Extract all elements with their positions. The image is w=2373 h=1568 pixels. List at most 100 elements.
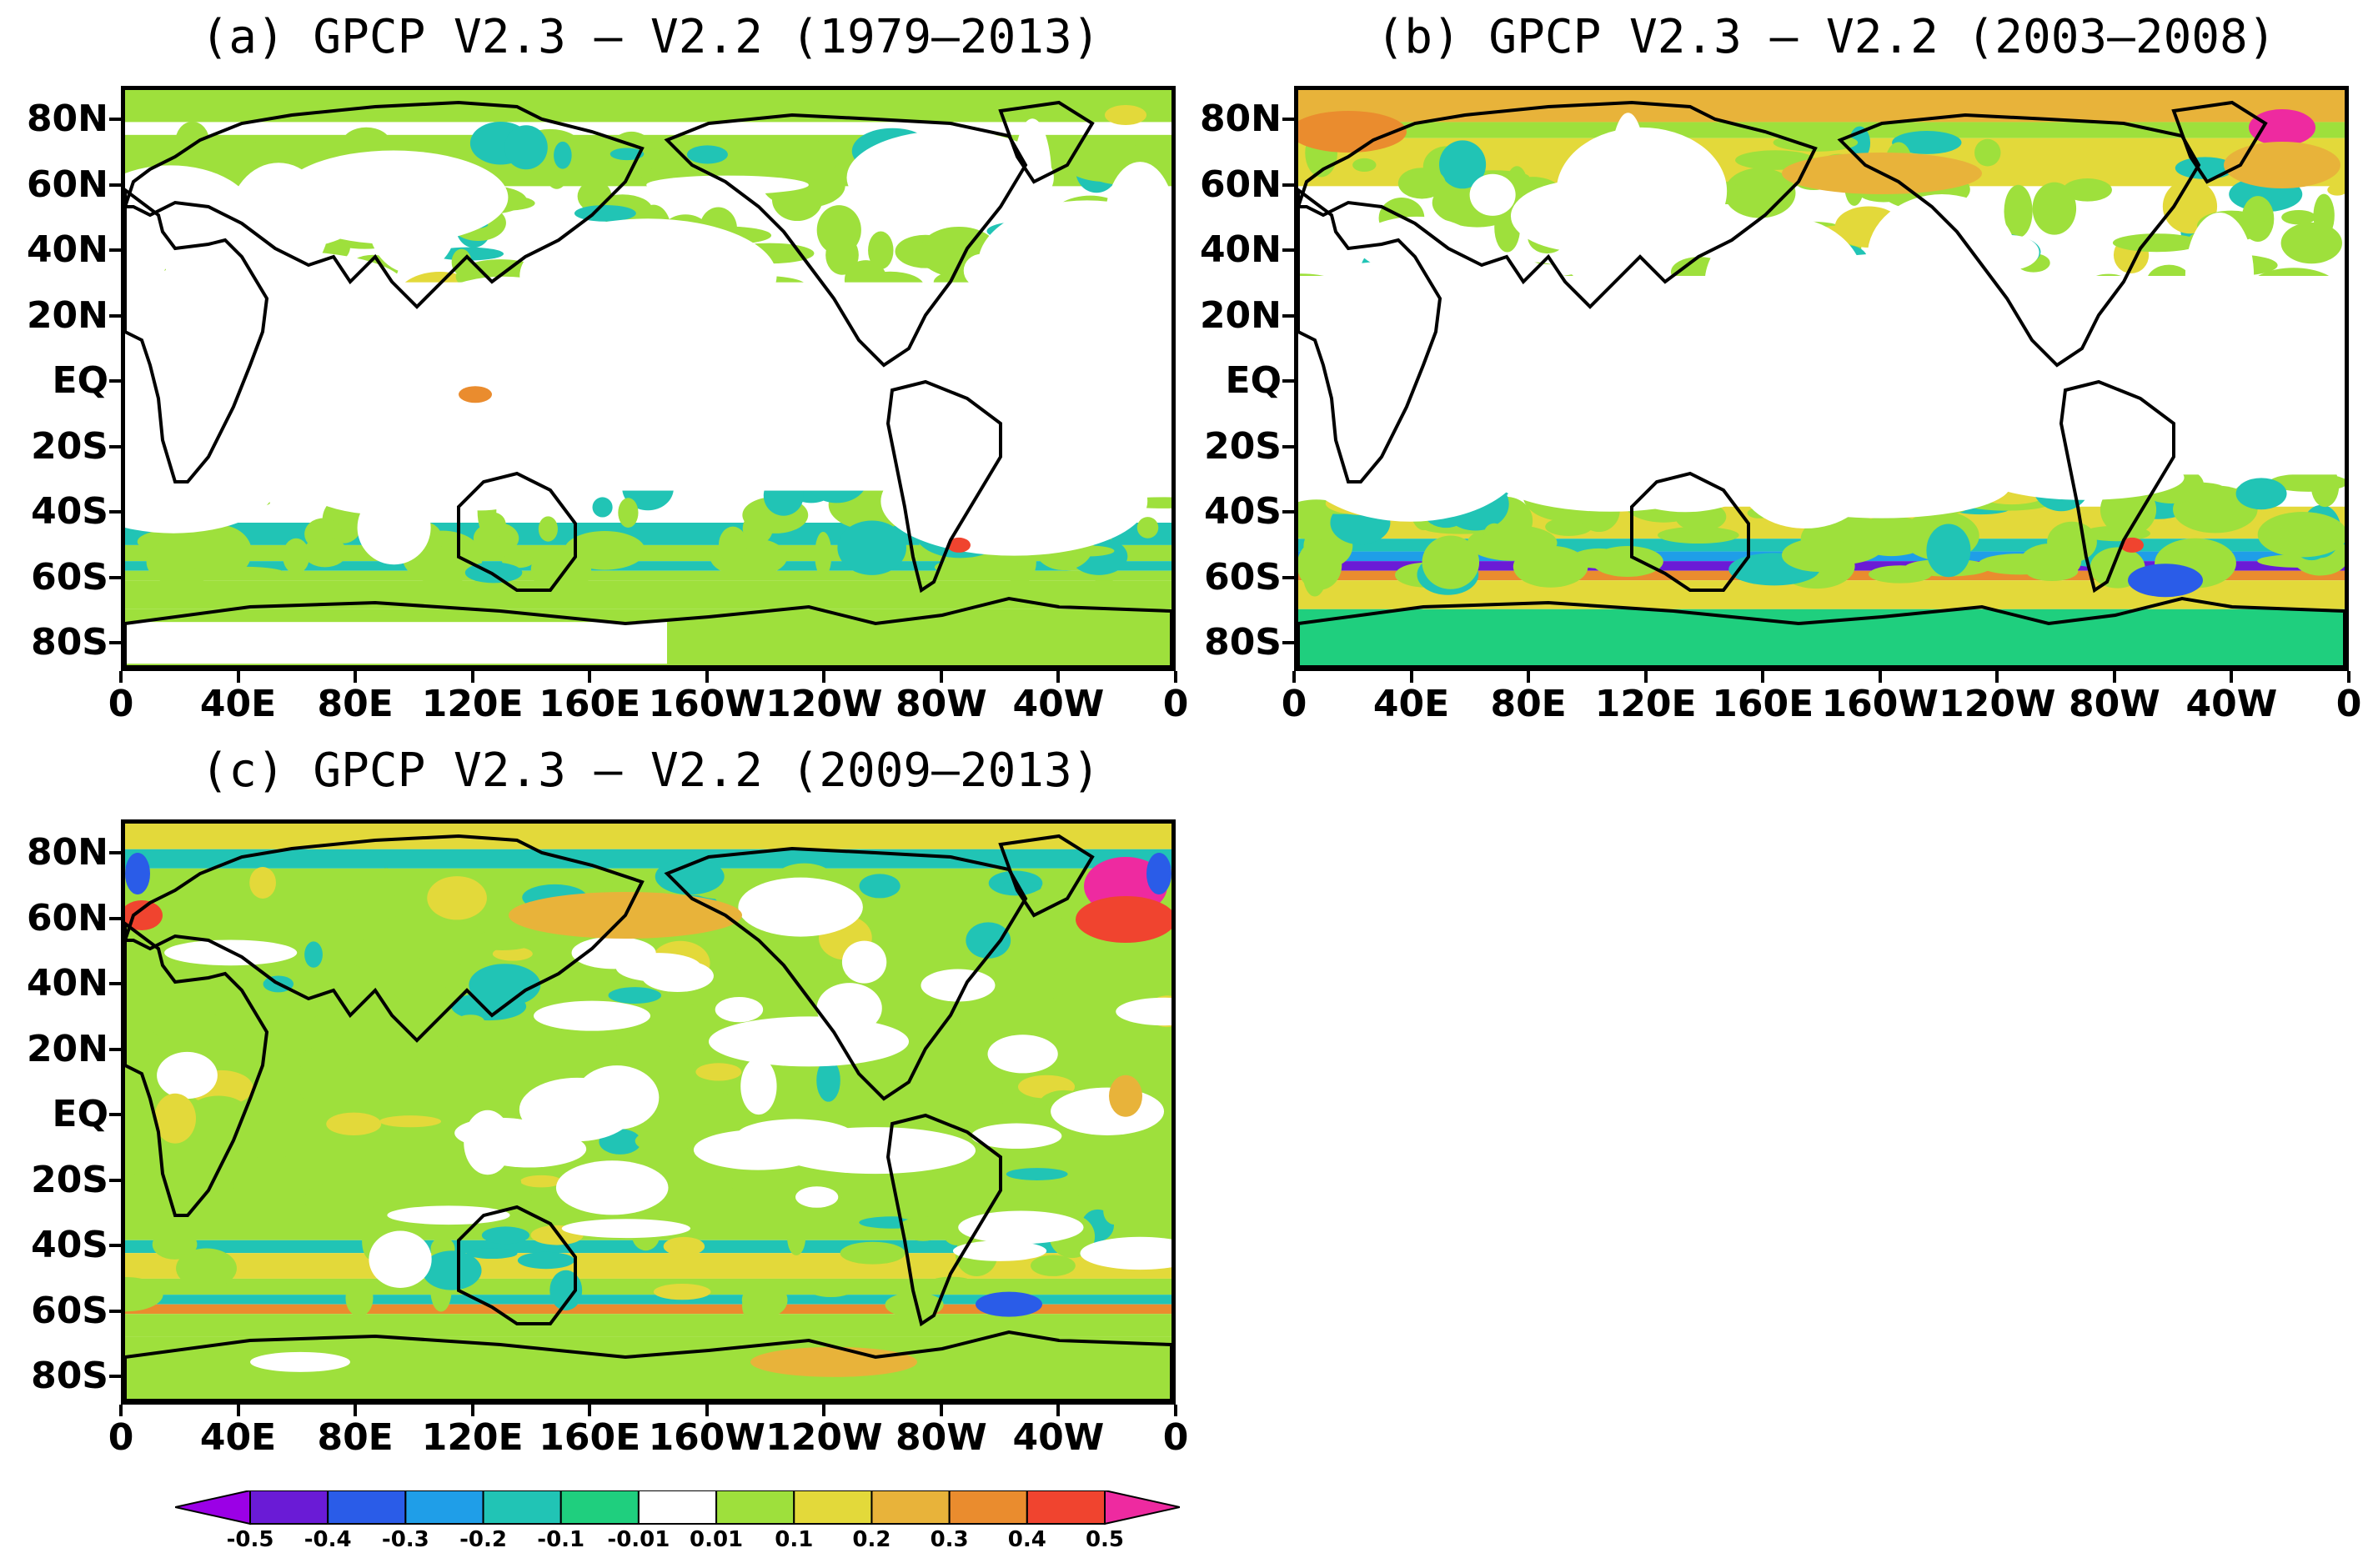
lon-label: 0 [2335, 683, 2362, 725]
anomaly-patch [713, 986, 753, 999]
colorbar-label: 0.5 [1085, 1527, 1125, 1552]
lat-tick [109, 248, 121, 252]
anomaly-patch [888, 1190, 939, 1220]
lat-tick [109, 641, 121, 644]
anomaly-patch [287, 1029, 334, 1043]
lat-tick [1282, 248, 1294, 252]
lat-band [125, 90, 1171, 123]
lat-label: 20S [31, 424, 108, 468]
colorbar-swatch [637, 1490, 718, 1525]
near-zero-area [1051, 1087, 1165, 1135]
colorbar-swatch [482, 1490, 562, 1525]
lon-label: 0 [1281, 683, 1307, 725]
lat-tick [1282, 379, 1294, 383]
anomaly-feature [947, 537, 971, 553]
anomaly-patch [422, 1250, 482, 1290]
lon-label: 120E [421, 683, 524, 725]
coastline [125, 188, 269, 483]
lon-tick [1878, 671, 1882, 683]
lat-band [125, 824, 1171, 849]
precip-diff-field-b [1298, 90, 2345, 667]
anomaly-patch [663, 1236, 705, 1256]
anomaly-patch [2112, 233, 2201, 253]
lon-label: 40E [199, 683, 277, 725]
lat-tick [109, 1047, 121, 1051]
anomaly-patch [175, 121, 210, 163]
anomaly-patch [554, 141, 572, 169]
lon-label: 160E [1712, 683, 1814, 725]
lat-label: 80S [1204, 621, 1282, 664]
lon-tick [236, 1405, 240, 1416]
lat-tick [109, 916, 121, 920]
near-zero-area [561, 1219, 691, 1239]
anomaly-patch [2235, 478, 2287, 510]
lat-tick [1282, 444, 1294, 448]
anomaly-feature [459, 386, 492, 403]
anomaly-patch [456, 1162, 522, 1206]
lat-tick [1282, 641, 1294, 644]
colorbar-label: -0.3 [381, 1527, 429, 1552]
lat-band [1298, 122, 2345, 138]
lat-tick [1282, 575, 1294, 579]
lat-tick [1282, 510, 1294, 513]
lat-band [125, 561, 1171, 571]
anomaly-patch [1926, 524, 1971, 578]
near-zero-area [519, 1077, 635, 1142]
coastline [1298, 188, 1442, 483]
anomaly-patch [341, 893, 409, 919]
lon-tick [1174, 1405, 1177, 1416]
precip-diff-field-a [125, 90, 1171, 667]
anomaly-patch [673, 1091, 735, 1103]
anomaly-patch [2327, 183, 2345, 196]
lon-tick [1174, 671, 1177, 683]
colorbar-arrow-right [1104, 1489, 1181, 1525]
anomaly-patch [930, 1276, 973, 1288]
anomaly-patch [466, 1248, 518, 1260]
coastline [1298, 596, 2345, 667]
lat-band [125, 122, 1171, 135]
coastline [885, 379, 1002, 594]
near-zero-area [464, 1110, 512, 1175]
anomaly-patch [574, 205, 636, 222]
anomaly-patch [141, 1155, 164, 1191]
anomaly-feature [750, 1346, 917, 1377]
anomaly-patch [734, 944, 780, 975]
near-zero-area [740, 1058, 777, 1115]
colorbar-label: 0.01 [690, 1527, 744, 1552]
near-zero-area [984, 499, 1103, 533]
anomaly-patch [592, 497, 613, 518]
lon-label: 0 [108, 1416, 134, 1459]
anomaly-patch [1139, 1139, 1171, 1179]
anomaly-patch [249, 866, 276, 899]
lat-band [125, 1295, 1171, 1305]
near-zero-area [795, 1186, 839, 1208]
lon-label: 120E [1594, 683, 1697, 725]
near-zero-area [952, 1240, 1047, 1261]
anomaly-patch [152, 1229, 198, 1260]
lat-label: 60S [31, 555, 108, 599]
anomaly-patch [640, 1003, 704, 1019]
lon-label: 160W [1821, 683, 1939, 725]
lon-tick [354, 671, 358, 683]
anomaly-patch [966, 922, 1011, 959]
lon-tick [588, 671, 592, 683]
map-b [1294, 86, 2349, 671]
anomaly-patch [2004, 184, 2033, 238]
coastline [125, 921, 269, 1217]
anomaly-patch [326, 1112, 382, 1136]
anomaly-patch [1397, 168, 1446, 199]
lat-label: 80N [26, 98, 108, 140]
near-zero-area [841, 940, 887, 984]
lon-tick [705, 671, 709, 683]
coastline [885, 1113, 1002, 1327]
lat-label: 20S [1204, 424, 1282, 468]
lat-label: 20N [1199, 293, 1282, 337]
anomaly-patch [840, 1241, 906, 1265]
anomaly-patch [244, 1120, 297, 1161]
near-zero-area [738, 877, 863, 937]
lon-label: 40E [1372, 683, 1450, 725]
lat-tick [109, 1113, 121, 1116]
anomaly-patch [523, 1045, 580, 1075]
colorbar-swatch [559, 1490, 640, 1525]
lon-tick [2347, 671, 2350, 683]
